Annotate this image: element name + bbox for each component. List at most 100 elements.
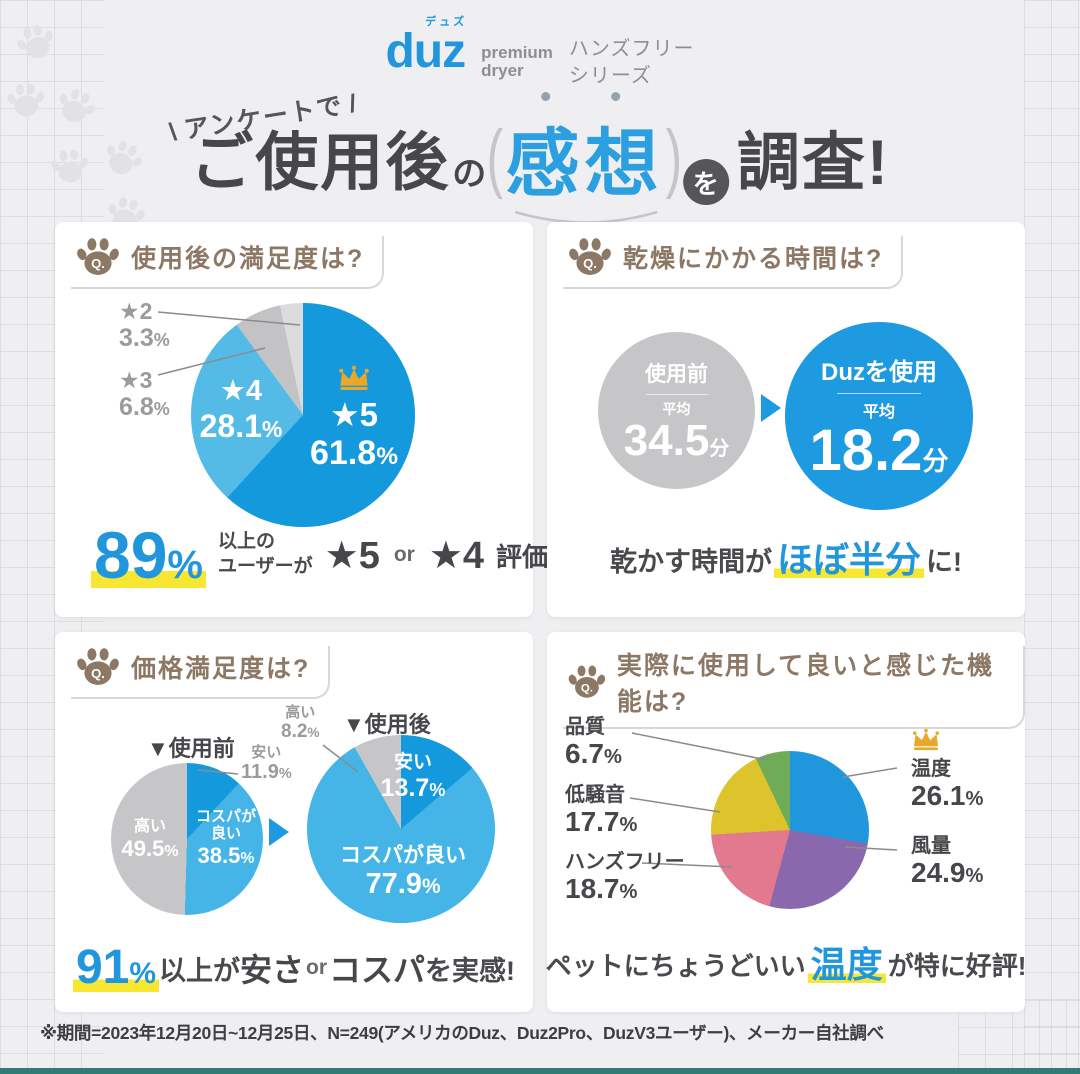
title-particle-no: の (452, 155, 487, 193)
star2-name: ★2 (119, 298, 153, 324)
paw-print-icon (51, 82, 102, 131)
before-value: 34.5分 (623, 416, 730, 465)
panel3-summary: 91% 以上が 安さ or コスパ を実感! (55, 944, 533, 992)
crown-icon (339, 365, 369, 390)
brand-subtitle-line2: dryer (481, 60, 524, 80)
before-yasui-label: 安い 11.9% (241, 744, 292, 784)
brand-ruby: デュズ (425, 16, 468, 28)
label-low-noise: 低騒音 17.7% (565, 784, 638, 837)
open-paren: ( (486, 115, 504, 200)
panel-satisfaction: Q. 使用後の満足度は? ★5 61.8% ★4 28.1% ★2 3.3% ★… (55, 222, 557, 617)
paw-print-icon (48, 146, 92, 187)
summary-star5: ★5 (324, 534, 380, 577)
panel2-header: Q. 乾燥にかかる時間は? (563, 236, 904, 289)
close-paren: ) (665, 115, 683, 200)
label-handsfree: ハンズフリー 18.7% (565, 851, 685, 904)
after-label: Duzを使用 (821, 359, 937, 386)
summary-highlight: ほぼ半分 (773, 541, 924, 578)
background-grid-right (1024, 0, 1080, 1074)
summary-tail: 評価! (496, 541, 557, 572)
paw-print-icon (11, 19, 60, 67)
pie-label-star2: ★2 3.3% (119, 298, 170, 353)
features-pie-chart (711, 751, 869, 909)
panel3-header: Q. 価格満足度は? (71, 646, 331, 699)
before-kospa-label: コスパが 良い 38.5% (195, 808, 256, 868)
after-pie-heading: ▼使用後 (343, 712, 431, 737)
panel4-summary: ペットにちょうどいい 温度 が特に好評! (545, 943, 1027, 985)
brand-subtitle-line1: premium (481, 43, 553, 62)
after-value: 18.2分 (809, 418, 949, 483)
star4-name: ★4 (219, 375, 263, 407)
star3-name: ★3 (119, 367, 153, 393)
q-label: Q. (581, 683, 593, 695)
after-kospa-label: コスパが良い 77.9% (340, 844, 466, 901)
label-airflow: 風量 24.9% (911, 835, 984, 888)
panel-best-features: Q. 実際に使用して良いと感じた機能は? 品質 6.7% 低騒音 17.7% ハ… (545, 632, 1027, 1012)
panel1-title: 使用後の満足度は? (131, 245, 365, 273)
after-takai-label: 高い 8.2% (281, 704, 320, 743)
paw-q-icon: Q. (569, 238, 611, 275)
before-takai-label: 高い 49.5% (121, 818, 179, 862)
panel-drying-time: Q. 乾燥にかかる時間は? 使用前 平均 34.5分 Duzを使用 平均 18.… (547, 222, 1025, 617)
before-circle: 使用前 平均 34.5分 (598, 332, 755, 489)
title-highlight-text: 感想 (505, 122, 664, 205)
panel1-summary: 89% 以上の ユーザーが ★5 or ★4 評価! (91, 522, 557, 588)
label-temperature: 温度 26.1% (911, 728, 983, 811)
pie-label-star3: ★3 6.8% (119, 367, 170, 422)
panel1-header: Q. 使用後の満足度は? (71, 236, 385, 289)
star2-value: 3.3% (119, 324, 170, 353)
title-highlight: 感想 (502, 92, 668, 224)
survey-note: ※期間=2023年12月20日~12月25日、N=249(アメリカのDuz、Du… (40, 1023, 884, 1043)
before-avg-label: 平均 (662, 401, 691, 417)
arrow-right-icon (761, 394, 781, 422)
accent-dot (611, 92, 621, 101)
summary-91-percent: 91% (72, 944, 160, 992)
panel2-summary: 乾かす時間が ほぼ半分 に! (609, 538, 962, 580)
paw-q-icon: Q. (77, 238, 119, 275)
bottom-accent-bar (0, 1068, 1080, 1074)
star3-value: 6.8% (119, 393, 170, 422)
series-line1: ハンズフリー (568, 38, 695, 60)
brand-name: duz (385, 25, 466, 78)
pie-label-star4: ★4 28.1% (193, 375, 289, 445)
panel3-title: 価格満足度は? (131, 655, 311, 683)
series-name: ハンズフリー シリーズ (569, 36, 695, 90)
paw-print-icon (5, 81, 47, 121)
summary-mid-text: 以上の ユーザーが (218, 531, 313, 577)
title-particle-wo-badge: を (682, 159, 729, 205)
accent-dot (541, 92, 551, 101)
price-before-pie-chart (111, 763, 263, 915)
brand-wordmark: デュズ duz (385, 17, 466, 78)
brand-subtitle: premium dryer (481, 44, 553, 80)
summary-star4: ★4 (428, 534, 485, 577)
summary-89-percent: 89% (91, 522, 206, 588)
arrow-right-icon (269, 818, 289, 846)
paw-q-icon: Q. (568, 665, 606, 698)
before-pie-heading: ▼使用前 (147, 736, 235, 761)
after-yasui-label: 安い 13.7% (380, 752, 446, 802)
star4-value: 28.1% (199, 408, 283, 445)
title-particle-wo: を (692, 168, 719, 199)
divider (645, 394, 708, 395)
after-avg-label: 平均 (862, 404, 895, 421)
summary-highlight: 温度 (807, 946, 886, 983)
label-quality: 品質 6.7% (565, 716, 622, 769)
series-line2: シリーズ (568, 65, 652, 87)
page-title: ご使用後 の ( 感想 ) を 調査! (190, 92, 890, 224)
panel2-title: 乾燥にかかる時間は? (623, 245, 884, 273)
q-label: Q. (91, 666, 105, 681)
panel4-header: Q. 実際に使用して良いと感じた機能は? (563, 646, 1025, 729)
paw-q-icon: Q. (77, 648, 119, 685)
after-circle: Duzを使用 平均 18.2分 (785, 322, 973, 510)
title-part1: ご使用後 (190, 128, 451, 198)
star5-name: ★5 (330, 396, 378, 434)
q-label: Q. (91, 256, 105, 271)
star5-value: 61.8% (310, 434, 398, 473)
q-label: Q. (583, 256, 597, 271)
before-label: 使用前 (645, 363, 708, 386)
brand-logo: デュズ duz premium dryer ハンズフリー シリーズ (385, 17, 695, 90)
panel-price-satisfaction: Q. 価格満足度は? ▼使用前 ▼使用後 高い 49.5% コスパが 良い 38… (55, 632, 533, 1012)
divider (837, 393, 921, 394)
satisfaction-pie-chart (191, 303, 415, 527)
panel4-title: 実際に使用して良いと感じた機能は? (616, 652, 995, 716)
